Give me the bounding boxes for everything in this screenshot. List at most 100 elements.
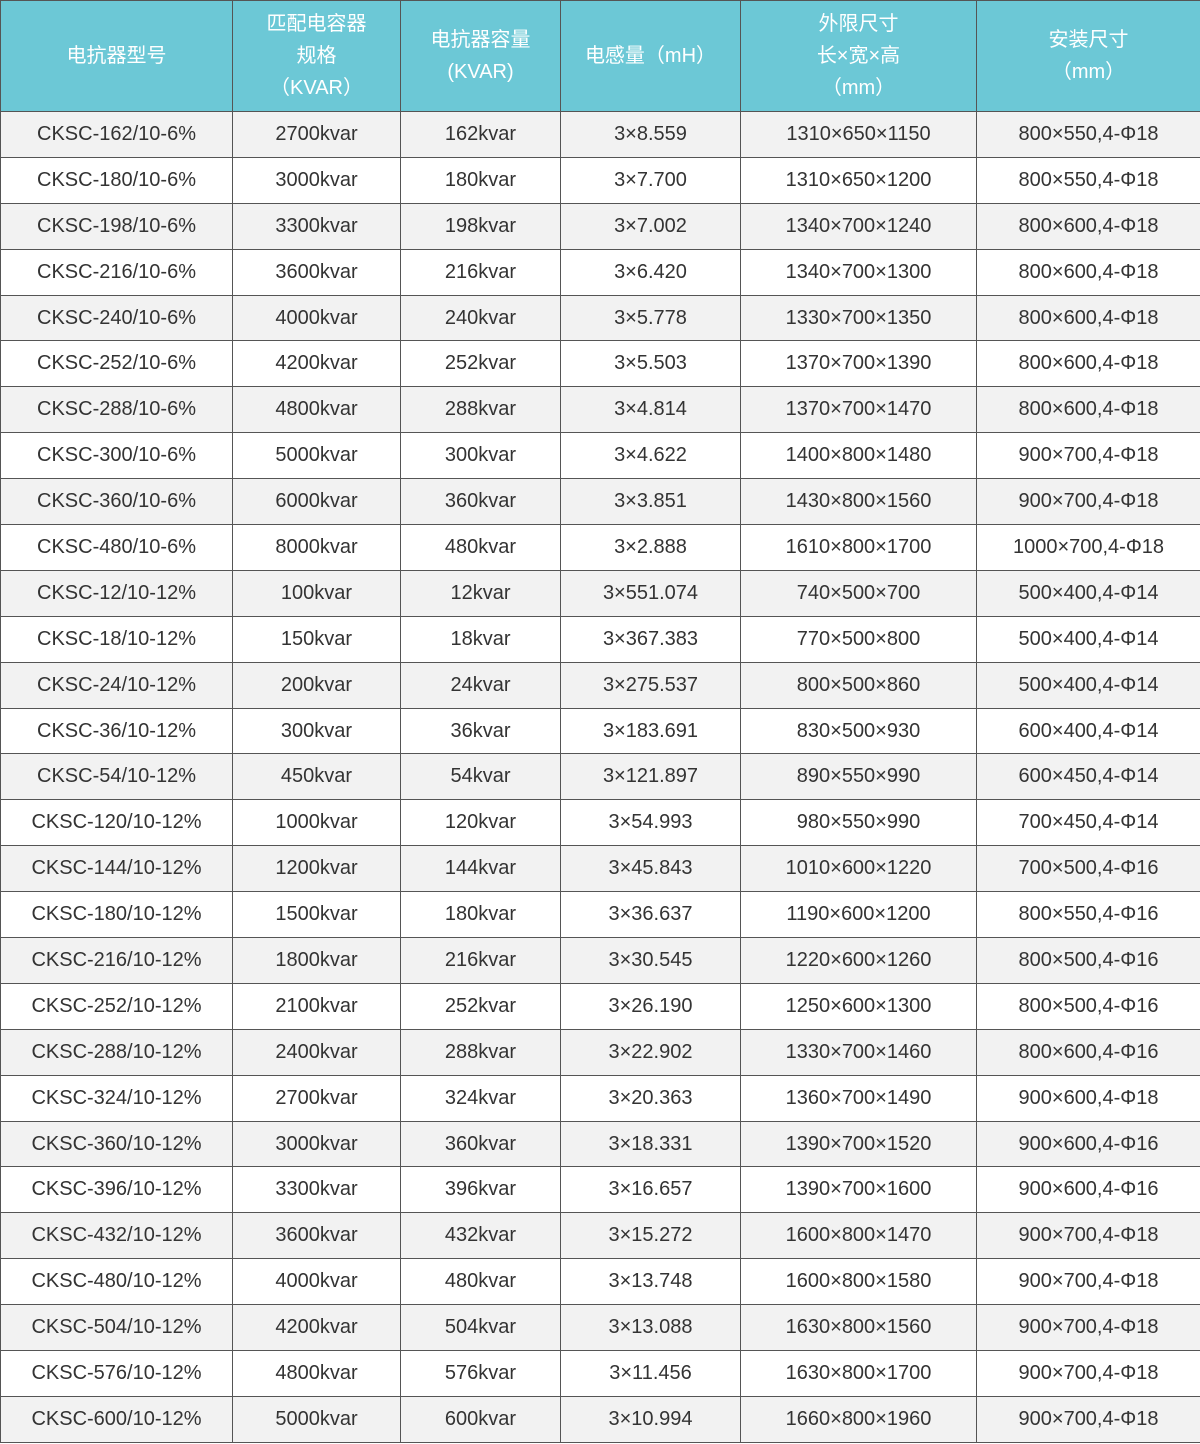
cell-mounting-dimensions: 500×400,4-Φ14 (976, 615, 1200, 663)
cell-inductance: 3×367.383 (560, 615, 741, 663)
cell-model: CKSC-252/10-12% (0, 982, 233, 1030)
header-line: 规格 (296, 45, 337, 67)
cell-capacitor-spec: 150kvar (232, 615, 401, 663)
cell-model: CKSC-216/10-12% (0, 937, 233, 984)
cell-reactor-capacity: 18kvar (400, 615, 561, 663)
table-row: CKSC-36/10-12% 300kvar 36kvar 3×183.691 830×… (0, 707, 1200, 755)
cell-outer-dimensions: 1250×600×1300 (740, 982, 977, 1030)
cell-outer-dimensions: 1430×800×1560 (740, 478, 977, 526)
cell-model: CKSC-504/10-12% (0, 1304, 233, 1352)
cell-mounting-dimensions: 900×600,4-Φ18 (976, 1074, 1200, 1122)
header-line: （mm） (821, 77, 896, 99)
cell-mounting-dimensions: 1000×700,4-Φ18 (976, 524, 1200, 571)
cell-reactor-capacity: 480kvar (400, 1258, 561, 1306)
header-line: 电抗器型号 (66, 45, 167, 67)
cell-capacitor-spec: 100kvar (232, 569, 401, 617)
cell-outer-dimensions: 1630×800×1700 (740, 1350, 977, 1397)
cell-capacitor-spec: 2700kvar (232, 111, 401, 158)
cell-reactor-capacity: 252kvar (400, 340, 561, 388)
cell-capacitor-spec: 3600kvar (232, 248, 401, 296)
cell-mounting-dimensions: 600×400,4-Φ14 (976, 707, 1200, 755)
table-row: CKSC-576/10-12% 4800kvar 576kvar 3×11.456 16… (0, 1350, 1200, 1397)
cell-capacitor-spec: 3000kvar (232, 156, 401, 204)
cell-outer-dimensions: 1630×800×1560 (740, 1304, 977, 1352)
cell-reactor-capacity: 240kvar (400, 294, 561, 342)
cell-reactor-capacity: 12kvar (400, 569, 561, 617)
cell-outer-dimensions: 800×500×860 (740, 661, 977, 709)
cell-mounting-dimensions: 800×600,4-Φ18 (976, 386, 1200, 434)
cell-inductance: 3×54.993 (560, 799, 741, 847)
table-row: CKSC-54/10-12% 450kvar 54kvar 3×121.897 890×… (0, 753, 1200, 801)
header-line: 电抗器容量 (430, 29, 531, 51)
cell-mounting-dimensions: 700×450,4-Φ14 (976, 799, 1200, 847)
cell-capacitor-spec: 1200kvar (232, 845, 401, 893)
cell-capacitor-spec: 4200kvar (232, 340, 401, 388)
table-row: CKSC-12/10-12% 100kvar 12kvar 3×551.074 740×… (0, 569, 1200, 617)
header-line: 匹配电容器 (266, 13, 367, 35)
header-inductance: 电感量（mH） (560, 0, 741, 112)
cell-capacitor-spec: 4800kvar (232, 386, 401, 434)
table-row: CKSC-360/10-6% 6000kvar 360kvar 3×3.851 1430… (0, 478, 1200, 526)
cell-inductance: 3×3.851 (560, 478, 741, 526)
table-row: CKSC-162/10-6% 2700kvar 162kvar 3×8.559 1310… (0, 111, 1200, 158)
cell-outer-dimensions: 1600×800×1580 (740, 1258, 977, 1306)
cell-mounting-dimensions: 900×700,4-Φ18 (976, 1350, 1200, 1397)
header-row: 电抗器型号 匹配电容器 规格 （KVAR） 电抗器容量 (KVAR) 电感量（mH） 外限尺寸… (0, 0, 1200, 112)
cell-mounting-dimensions: 800×600,4-Φ18 (976, 202, 1200, 250)
cell-mounting-dimensions: 800×500,4-Φ16 (976, 937, 1200, 984)
cell-capacitor-spec: 450kvar (232, 753, 401, 801)
table-row: CKSC-300/10-6% 5000kvar 300kvar 3×4.622 1400… (0, 432, 1200, 480)
cell-mounting-dimensions: 500×400,4-Φ14 (976, 661, 1200, 709)
cell-outer-dimensions: 1330×700×1350 (740, 294, 977, 342)
cell-capacitor-spec: 4000kvar (232, 1258, 401, 1306)
cell-model: CKSC-216/10-6% (0, 248, 233, 296)
cell-inductance: 3×275.537 (560, 661, 741, 709)
cell-inductance: 3×36.637 (560, 891, 741, 939)
cell-model: CKSC-432/10-12% (0, 1212, 233, 1260)
cell-capacitor-spec: 1500kvar (232, 891, 401, 939)
cell-outer-dimensions: 1400×800×1480 (740, 432, 977, 480)
table-row: CKSC-480/10-6% 8000kvar 480kvar 3×2.888 1610… (0, 524, 1200, 571)
cell-outer-dimensions: 1390×700×1520 (740, 1120, 977, 1168)
cell-model: CKSC-144/10-12% (0, 845, 233, 893)
cell-inductance: 3×121.897 (560, 753, 741, 801)
header-line: （mm） (1051, 61, 1126, 83)
cell-reactor-capacity: 120kvar (400, 799, 561, 847)
cell-inductance: 3×20.363 (560, 1074, 741, 1122)
cell-reactor-capacity: 162kvar (400, 111, 561, 158)
cell-inductance: 3×8.559 (560, 111, 741, 158)
cell-outer-dimensions: 1360×700×1490 (740, 1074, 977, 1122)
cell-reactor-capacity: 600kvar (400, 1395, 561, 1443)
cell-capacitor-spec: 1000kvar (232, 799, 401, 847)
cell-outer-dimensions: 740×500×700 (740, 569, 977, 617)
cell-mounting-dimensions: 800×500,4-Φ16 (976, 982, 1200, 1030)
cell-inductance: 3×30.545 (560, 937, 741, 984)
cell-capacitor-spec: 4200kvar (232, 1304, 401, 1352)
cell-reactor-capacity: 360kvar (400, 478, 561, 526)
cell-reactor-capacity: 216kvar (400, 248, 561, 296)
cell-capacitor-spec: 5000kvar (232, 1395, 401, 1443)
cell-reactor-capacity: 300kvar (400, 432, 561, 480)
cell-capacitor-spec: 4000kvar (232, 294, 401, 342)
cell-model: CKSC-162/10-6% (0, 111, 233, 158)
cell-reactor-capacity: 180kvar (400, 891, 561, 939)
cell-mounting-dimensions: 800×550,4-Φ18 (976, 156, 1200, 204)
table-row: CKSC-144/10-12% 1200kvar 144kvar 3×45.843 10… (0, 845, 1200, 893)
cell-inductance: 3×7.700 (560, 156, 741, 204)
header-mounting-dimensions: 安装尺寸 （mm） (976, 0, 1200, 112)
cell-reactor-capacity: 288kvar (400, 1028, 561, 1076)
cell-model: CKSC-396/10-12% (0, 1166, 233, 1214)
cell-inductance: 3×4.622 (560, 432, 741, 480)
header-reactor-capacity: 电抗器容量 (KVAR) (400, 0, 561, 112)
cell-mounting-dimensions: 800×550,4-Φ18 (976, 111, 1200, 158)
cell-reactor-capacity: 576kvar (400, 1350, 561, 1397)
header-line: （KVAR） (270, 77, 363, 99)
cell-outer-dimensions: 890×550×990 (740, 753, 977, 801)
cell-outer-dimensions: 1330×700×1460 (740, 1028, 977, 1076)
cell-capacitor-spec: 6000kvar (232, 478, 401, 526)
cell-model: CKSC-18/10-12% (0, 615, 233, 663)
cell-outer-dimensions: 1340×700×1300 (740, 248, 977, 296)
cell-outer-dimensions: 1310×650×1200 (740, 156, 977, 204)
cell-mounting-dimensions: 800×600,4-Φ18 (976, 294, 1200, 342)
